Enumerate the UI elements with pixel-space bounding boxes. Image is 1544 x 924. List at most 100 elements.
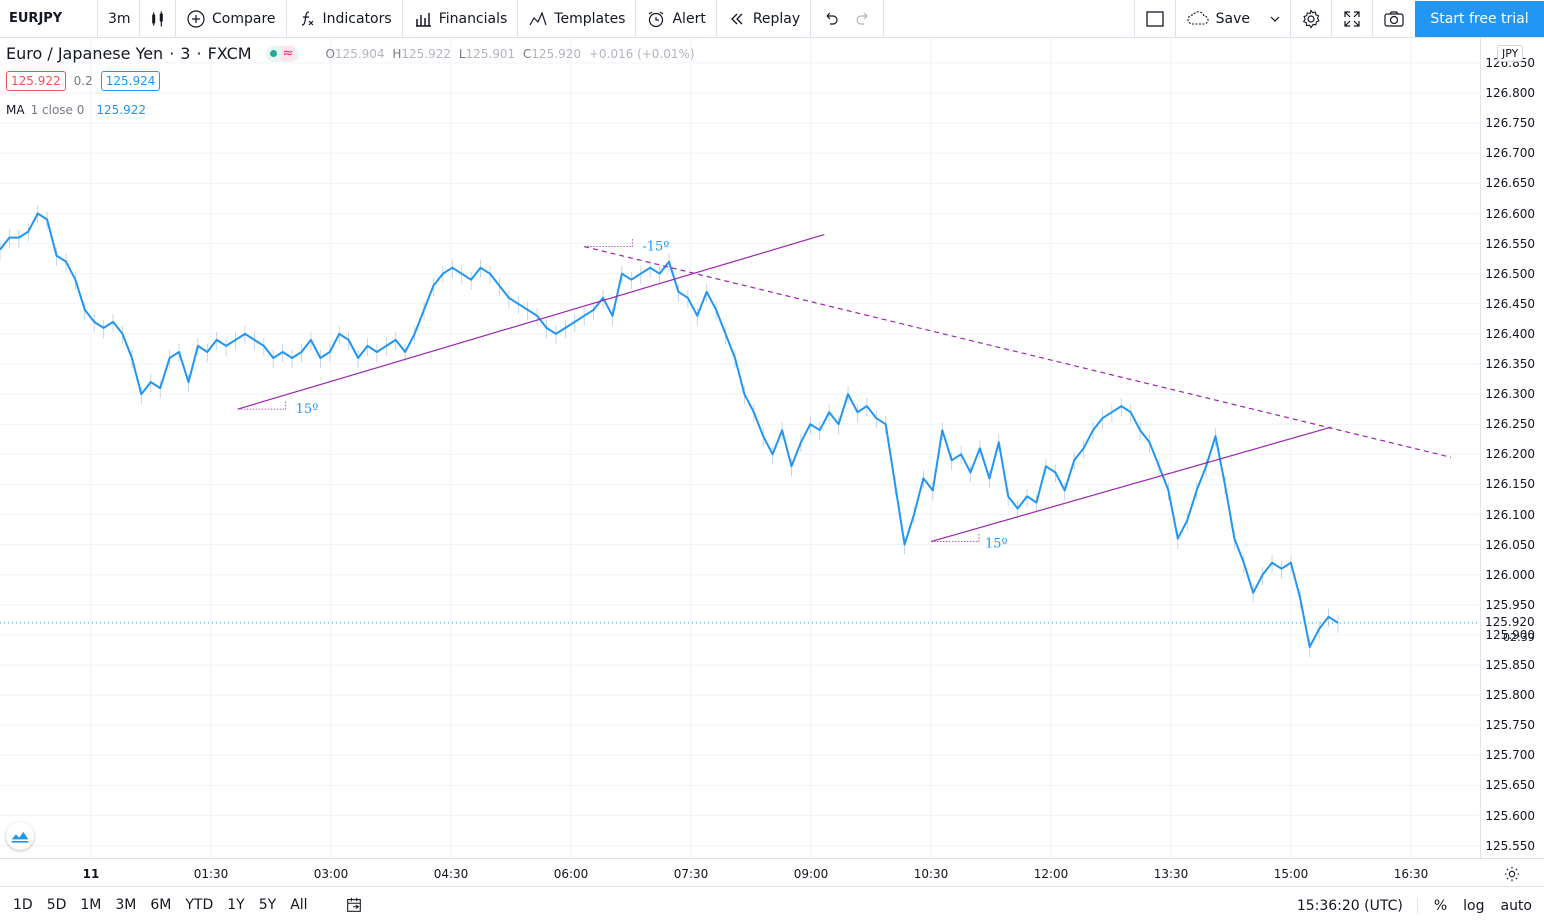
legend-separator: ·	[169, 44, 175, 63]
price-chart[interactable]: 15º -15º 15º	[0, 38, 1480, 858]
chart-type-button[interactable]	[140, 0, 176, 38]
range-5y-button[interactable]: 5Y	[258, 897, 277, 913]
price-tick-label: 125.550	[1485, 838, 1535, 853]
price-tick-label: 126.550	[1485, 236, 1535, 251]
symbol-exchange[interactable]: FXCM	[207, 44, 252, 63]
tradingview-logo[interactable]	[6, 822, 34, 850]
time-tick-label: 01:30	[193, 867, 229, 881]
templates-button[interactable]: Templates	[518, 0, 637, 38]
current-price-value: 125.920	[1485, 614, 1535, 629]
range-ytd-button[interactable]: YTD	[185, 897, 214, 913]
save-button[interactable]: Save	[1176, 0, 1291, 38]
price-tick-label: 125.650	[1485, 778, 1535, 793]
data-wave-icon: ≈	[280, 46, 296, 61]
legend-separator: ·	[196, 44, 202, 63]
bid-ask-panel: 125.922 0.2 125.924	[6, 71, 161, 91]
range-1d-button[interactable]: 1D	[13, 897, 33, 913]
price-tick-label: 126.000	[1485, 567, 1535, 582]
candles-icon	[152, 10, 163, 27]
alert-label: Alert	[672, 10, 706, 27]
price-tick-label: 126.150	[1485, 477, 1535, 492]
market-open-dot-icon	[269, 50, 277, 57]
redo-button[interactable]	[847, 0, 885, 38]
time-tick-label: 03:00	[313, 867, 349, 881]
time-tick-label: 16:30	[1393, 867, 1429, 881]
replay-label: Replay	[752, 10, 801, 27]
snapshot-button[interactable]	[1373, 0, 1415, 38]
time-tick-label: 10:30	[913, 867, 949, 881]
interval-button[interactable]: 3m	[98, 0, 140, 38]
templates-icon	[529, 10, 547, 25]
compare-button[interactable]: Compare	[176, 0, 287, 38]
price-tick-label: 126.450	[1485, 296, 1535, 311]
angle-label: -15º	[642, 240, 669, 255]
price-tick-label: 126.750	[1485, 116, 1535, 131]
plus-circle-icon	[187, 9, 205, 28]
range-3m-button[interactable]: 3M	[115, 897, 137, 913]
range-all-button[interactable]: All	[290, 897, 308, 913]
price-tick-label: 125.850	[1485, 658, 1535, 672]
range-1m-button[interactable]: 1M	[80, 897, 102, 913]
chart-pane[interactable]: 15º -15º 15º	[0, 38, 1480, 858]
axis-settings-icon[interactable]	[1503, 865, 1521, 883]
bottom-right-group: 15:36:20 (UTC) % log auto	[1289, 887, 1544, 924]
range-1y-button[interactable]: 1Y	[227, 897, 245, 913]
time-tick-label: 04:30	[433, 867, 469, 881]
settings-button[interactable]	[1291, 0, 1332, 38]
price-tick-label: 126.250	[1485, 417, 1535, 432]
layout-button[interactable]	[1133, 0, 1176, 38]
top-toolbar: EURJPY 3m Compare Indicators Financials …	[0, 0, 1544, 38]
indicators-button[interactable]: Indicators	[287, 0, 403, 38]
start-free-trial-button[interactable]: Start free trial	[1415, 1, 1544, 37]
symbol-title[interactable]: Euro / Japanese Yen	[6, 44, 164, 63]
time-tick-label: 15:00	[1273, 867, 1309, 881]
market-status-pill[interactable]: ≈	[265, 45, 300, 62]
logo-icon	[11, 831, 29, 843]
bar-chart-icon	[415, 12, 431, 27]
price-tick-label: 125.750	[1485, 718, 1535, 733]
time-tick-label: 06:00	[553, 867, 589, 881]
price-tick-label: 126.600	[1485, 206, 1535, 221]
cloud-icon	[1187, 11, 1209, 25]
fullscreen-button[interactable]	[1332, 0, 1373, 38]
ask-button[interactable]: 125.924	[100, 71, 161, 91]
time-tick-label: 11	[82, 867, 100, 881]
financials-button[interactable]: Financials	[403, 0, 519, 38]
symbol-search-button[interactable]: EURJPY	[0, 0, 98, 38]
price-tick-label: 126.350	[1485, 357, 1535, 371]
price-tick-label: 125.900	[1485, 627, 1535, 642]
time-tick-label: 09:00	[793, 867, 829, 881]
ma-indicator-legend[interactable]: MA 1 close 0 125.922	[6, 103, 146, 117]
angle-marker	[237, 400, 287, 410]
time-tick-label: 07:30	[673, 867, 709, 881]
trendline-2	[584, 246, 1452, 458]
price-tick-label: 126.500	[1485, 266, 1535, 281]
price-line	[0, 212, 1339, 648]
bid-button[interactable]: 125.922	[6, 71, 66, 91]
symbol-legend[interactable]: Euro / Japanese Yen · 3 · FXCM ≈ O125.90…	[6, 44, 695, 63]
goto-date-icon[interactable]	[345, 896, 363, 914]
financials-label: Financials	[438, 10, 508, 27]
replay-button[interactable]: Replay	[717, 0, 812, 38]
price-axis[interactable]: 126.850 126.800 126.750 126.700 126.650 126.6…	[1480, 38, 1544, 858]
utc-clock[interactable]: 15:36:20 (UTC)	[1289, 897, 1418, 914]
undo-button[interactable]	[811, 0, 847, 38]
price-tick-label: 126.700	[1485, 146, 1535, 161]
templates-label: Templates	[554, 10, 626, 27]
time-axis[interactable]: 11 01:30 03:00 04:30 06:00 07:30 09:00 10:30 12:…	[0, 858, 1544, 886]
percent-toggle[interactable]: %	[1433, 897, 1448, 914]
indicators-label: Indicators	[322, 10, 392, 27]
log-toggle[interactable]: log	[1463, 897, 1485, 914]
chevron-down-icon	[1270, 16, 1280, 22]
trendline-3	[930, 426, 1332, 543]
range-5d-button[interactable]: 5D	[46, 897, 67, 913]
spread-value: 0.2	[73, 74, 93, 88]
alert-button[interactable]: Alert	[636, 0, 717, 38]
trendline-1	[237, 233, 825, 410]
range-6m-button[interactable]: 6M	[150, 897, 172, 913]
price-tick-label: 126.300	[1485, 387, 1535, 402]
symbol-interval[interactable]: 3	[180, 44, 191, 63]
currency-label[interactable]: JPY	[1497, 45, 1524, 62]
auto-toggle[interactable]: auto	[1500, 897, 1532, 914]
date-range-group: 1D 5D 1M 3M 6M YTD 1Y 5Y All	[0, 897, 315, 913]
